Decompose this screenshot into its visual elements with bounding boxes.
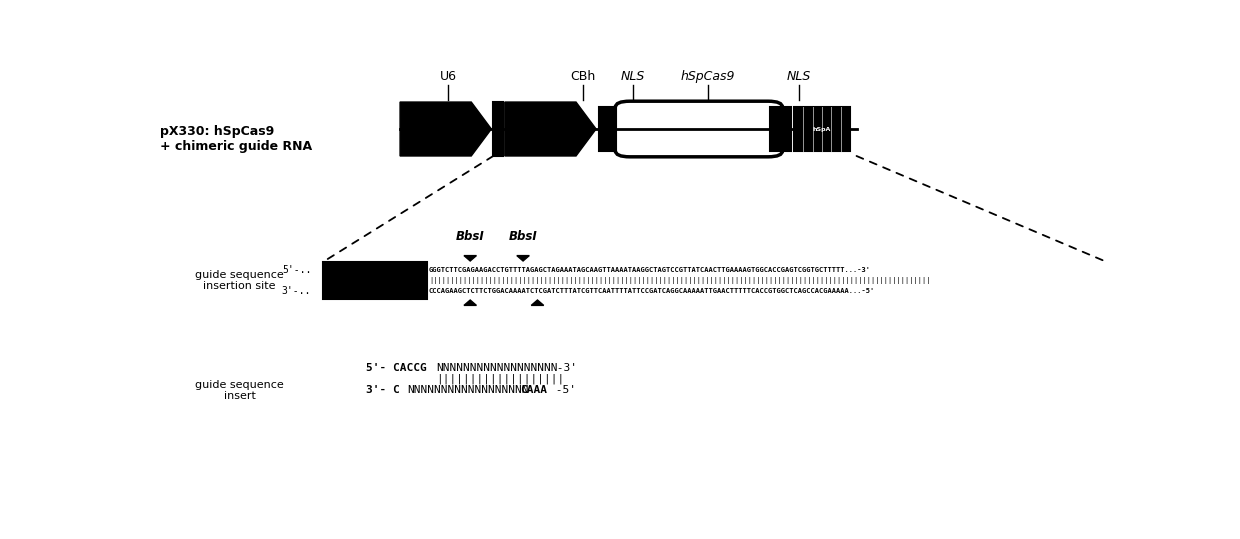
Text: |||||||||||||||||||: |||||||||||||||||||: [436, 374, 565, 384]
Text: NNNNNNNNNNNNNNNNNN: NNNNNNNNNNNNNNNNNN: [407, 385, 528, 395]
Text: 3'-..: 3'-..: [281, 286, 311, 296]
Text: NNNNNNNNNNNNNNNNNN: NNNNNNNNNNNNNNNNNN: [436, 363, 558, 372]
Text: BbsI: BbsI: [456, 230, 485, 243]
Text: 5'-..: 5'-..: [281, 265, 311, 275]
Polygon shape: [505, 102, 596, 156]
Text: CAAA: CAAA: [521, 385, 547, 395]
Polygon shape: [517, 255, 529, 261]
Text: hSpCas9: hSpCas9: [681, 71, 735, 84]
Text: guide sequence
insertion site: guide sequence insertion site: [195, 270, 284, 291]
Text: BbsI: BbsI: [508, 230, 537, 243]
Bar: [599, 107, 620, 150]
Text: -5': -5': [549, 385, 577, 395]
Text: ||||||||||||||||||||||||||||||||||||||||||||||||||||||||||||||||||||||||||||||||: ||||||||||||||||||||||||||||||||||||||||…: [429, 277, 930, 284]
FancyBboxPatch shape: [615, 101, 782, 157]
Polygon shape: [401, 102, 491, 156]
Bar: [770, 107, 791, 150]
Text: CBh: CBh: [570, 71, 595, 84]
Text: GGGTCTTCGAGAAGACCTGTTTTAGAGCTAGAAATAGCAAGTTAAAATAAGGCTAGTCCGTTATCAACTTGAAAAGTGGC: GGGTCTTCGAGAAGACCTGTTTTAGAGCTAGAAATAGCAA…: [429, 267, 870, 273]
Text: 5'- CACCG: 5'- CACCG: [367, 363, 427, 372]
Text: NLS: NLS: [620, 71, 645, 84]
Bar: [324, 262, 427, 299]
Bar: [494, 102, 503, 156]
Text: U6: U6: [440, 71, 456, 84]
Text: hSpA: hSpA: [812, 127, 831, 132]
Text: CCCAGAAGCTCTTCTGGACAAAATCTCGATCTTTATCGTTCAATTTTATTCCGATCAGGCAAAAATTGAACTTTTTCACC: CCCAGAAGCTCTTCTGGACAAAATCTCGATCTTTATCGTT…: [429, 288, 875, 294]
Bar: [794, 107, 849, 150]
Text: NLS: NLS: [786, 71, 811, 84]
Polygon shape: [464, 255, 476, 261]
Text: 3'- C: 3'- C: [367, 385, 401, 395]
Text: pX330: hSpCas9
+ chimeric guide RNA: pX330: hSpCas9 + chimeric guide RNA: [160, 126, 312, 154]
Polygon shape: [464, 300, 476, 306]
Text: guide sequence
insert: guide sequence insert: [195, 379, 284, 401]
Polygon shape: [531, 300, 543, 306]
Text: -3': -3': [551, 363, 577, 372]
